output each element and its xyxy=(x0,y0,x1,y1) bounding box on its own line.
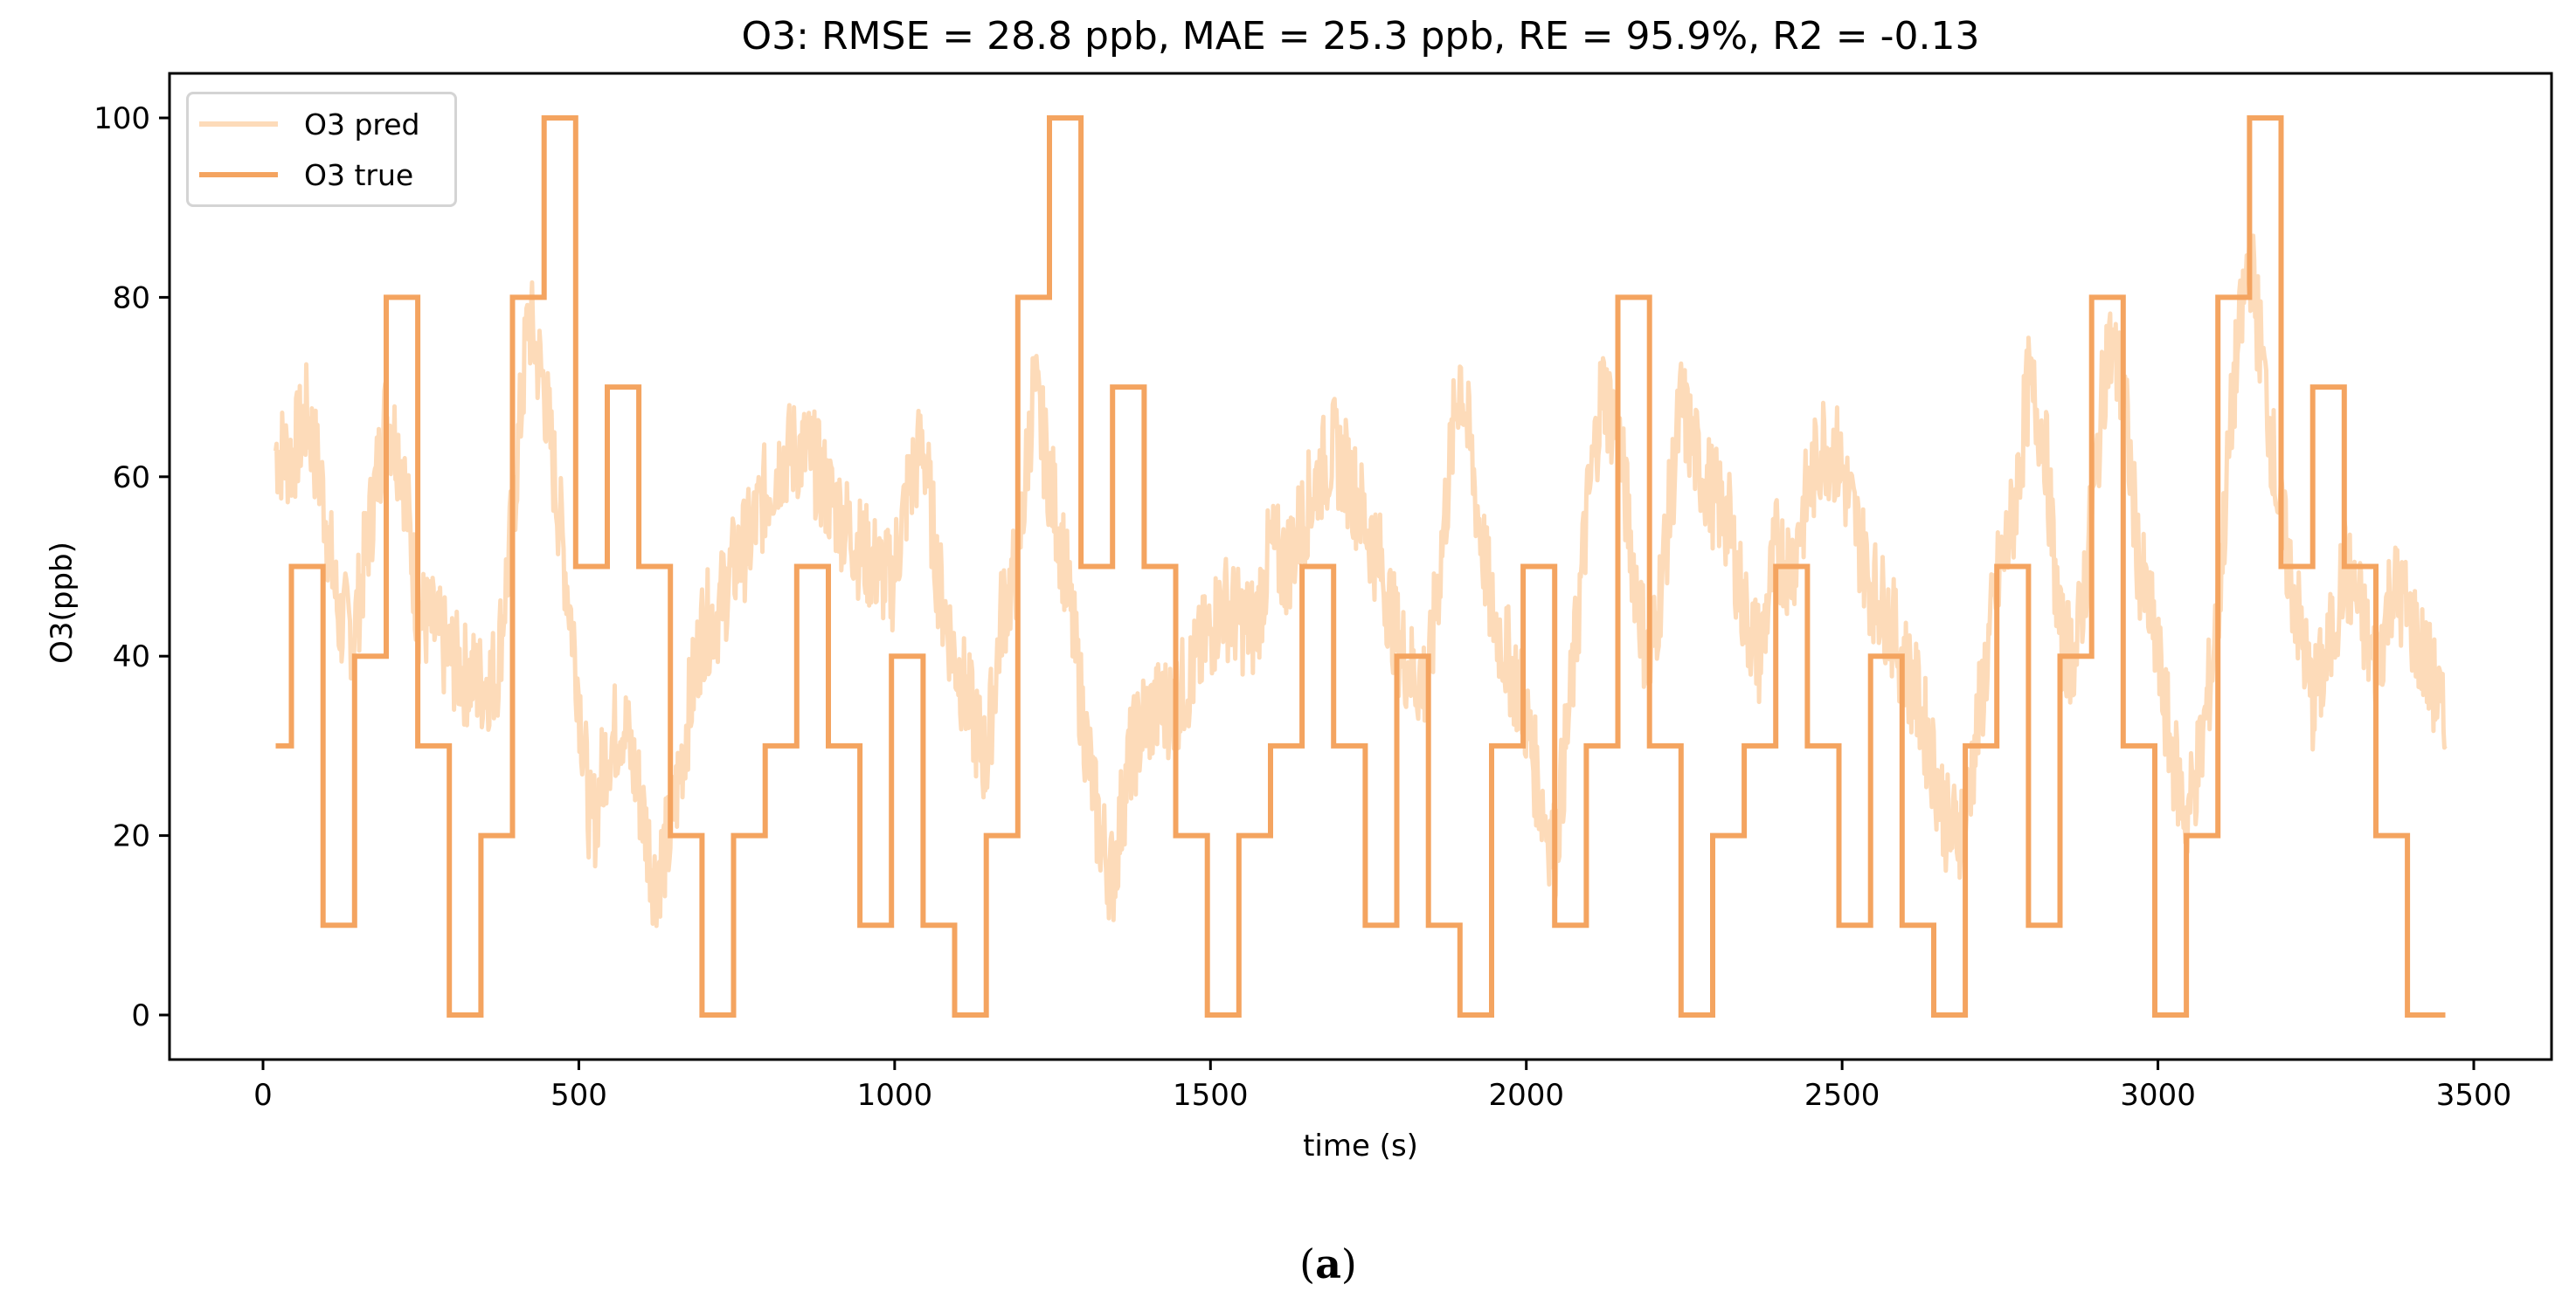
axes-frame xyxy=(168,72,2553,1061)
series-o3-true-line xyxy=(275,115,2446,1018)
x-tick-label: 1500 xyxy=(1173,1078,1249,1113)
y-axis-label: O3(ppb) xyxy=(45,542,80,664)
x-tick-label: 500 xyxy=(551,1078,607,1113)
y-tick-label: 80 xyxy=(113,280,150,315)
y-tick-label: 40 xyxy=(113,639,150,674)
figure-caption: (a) xyxy=(1299,1240,1357,1288)
series-o3-pred-line xyxy=(274,233,2448,929)
legend-swatch-pred-icon xyxy=(199,121,278,127)
y-tick-label: 0 xyxy=(131,998,150,1033)
y-tick-label: 20 xyxy=(113,819,150,854)
x-tick-label: 3000 xyxy=(2120,1078,2196,1113)
x-tick-label: 2500 xyxy=(1804,1078,1880,1113)
x-tick-label: 1000 xyxy=(857,1078,933,1113)
y-tick-label: 60 xyxy=(113,460,150,495)
x-tick-label: 2000 xyxy=(1488,1078,1564,1113)
legend-label-true: O3 true xyxy=(304,157,414,192)
legend-item-true: O3 true xyxy=(199,155,413,194)
legend-item-pred: O3 pred xyxy=(199,105,420,143)
chart-title: O3: RMSE = 28.8 ppb, MAE = 25.3 ppb, RE … xyxy=(741,14,1980,59)
x-tick-label: 3500 xyxy=(2436,1078,2512,1113)
y-tick-label: 100 xyxy=(93,101,150,136)
legend-swatch-true-icon xyxy=(199,172,278,177)
legend-label-pred: O3 pred xyxy=(304,107,420,142)
x-axis-label: time (s) xyxy=(1303,1129,1418,1163)
x-tick-label: 0 xyxy=(253,1078,273,1113)
chart-legend: O3 pred O3 true xyxy=(186,92,457,207)
